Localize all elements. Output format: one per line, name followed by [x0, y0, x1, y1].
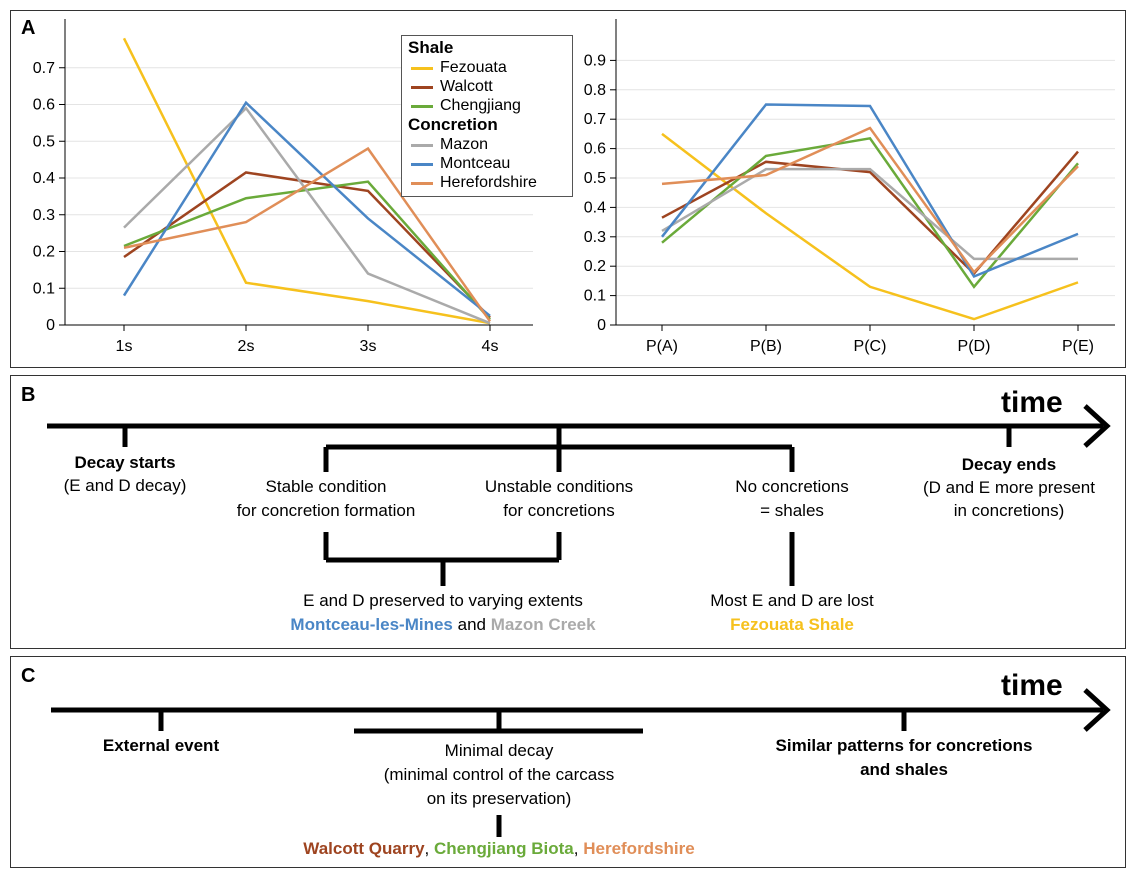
y-tick-label: 0.4 [584, 199, 606, 216]
y-tick-label: 0.3 [33, 207, 55, 224]
legend-label: Fezouata [440, 59, 507, 76]
series-line-fezouata [661, 132, 1079, 321]
site-herefordshire: Herefordshire [583, 839, 695, 858]
series-line-fezouata [122, 37, 491, 325]
legend-label: Walcott [440, 78, 493, 95]
unstable-conditions-2: for concretions [503, 501, 615, 520]
x-tick-label: P(A) [646, 338, 678, 355]
legend-swatch [411, 67, 433, 70]
y-tick-label: 0.7 [33, 60, 55, 77]
legend-swatch [411, 105, 433, 108]
y-tick-label: 0.1 [584, 288, 606, 305]
shale-sites: Walcott Quarry, Chengjiang Biota, Herefo… [303, 838, 694, 860]
timeline-c-lines [51, 688, 1111, 837]
legend-label: Chengjiang [440, 97, 521, 114]
sep-2: , [573, 839, 584, 858]
decay-ends-2: in concretions) [953, 501, 1065, 520]
y-tick-label: 0.5 [33, 133, 55, 150]
minimal-decay-1: Minimal decay [444, 741, 554, 760]
legend-label: Montceau [440, 155, 511, 172]
y-tick-label: 0.8 [584, 82, 606, 99]
legend-swatch [411, 163, 433, 166]
series-line-montceau [661, 103, 1079, 279]
series-line-mazon [661, 167, 1078, 261]
decay-ends-1: (D and E more present [923, 478, 1095, 497]
y-tick-label: 0.7 [584, 111, 606, 128]
y-tick-label: 0.6 [584, 141, 606, 158]
y-tick-label: 0.1 [33, 280, 55, 297]
decay-starts-sub: (E and D decay) [63, 476, 187, 495]
site-chengjiang: Chengjiang Biota [433, 839, 574, 858]
decay-starts: Decay starts [74, 453, 176, 472]
panel-b: B time Decay starts (E and D decay) Stab… [10, 375, 1126, 649]
stable-condition-1: Stable condition [265, 477, 387, 496]
timeline-b-lines [47, 404, 1111, 586]
y-tick-label: 0.2 [584, 258, 606, 275]
legend-label: Mazon [440, 136, 489, 153]
decay-ends: Decay ends [961, 455, 1057, 474]
series-line-montceau [122, 100, 491, 317]
series-line-herefordshire [661, 126, 1079, 275]
similar-patterns-1: Similar patterns for concretions [775, 736, 1033, 755]
site-mazon: Mazon Creek [490, 615, 596, 634]
site-walcott: Walcott Quarry [303, 839, 425, 858]
time-label-c: time [1001, 669, 1063, 702]
site-fezouata: Fezouata Shale [730, 615, 854, 634]
panel-a: A 0 0.1 0.2 0.3 0.4 0.5 0.6 0.7 1s 2s 3s 4s Shale F… [10, 10, 1126, 368]
series-line-mazon [123, 106, 491, 325]
x-tick-label: 2s [238, 338, 255, 355]
similar-patterns-2: and shales [860, 760, 948, 779]
preserved-text: E and D preserved to varying extents [303, 591, 583, 610]
legend-swatch [411, 86, 433, 89]
site-montceau: Montceau-les-Mines [290, 615, 453, 634]
time-arrowhead-c [1083, 688, 1111, 732]
x-tick-label: P(B) [750, 338, 782, 355]
stable-condition-2: for concretion formation [236, 501, 416, 520]
panel-a-label: A [21, 17, 36, 39]
y-tick-label: 0.3 [584, 229, 606, 246]
legend-swatch [411, 144, 433, 147]
chart-left: 0 0.1 0.2 0.3 0.4 0.5 0.6 0.7 1s 2s 3s 4s [33, 19, 533, 355]
x-tick-label: P(C) [854, 338, 887, 355]
external-event: External event [102, 736, 220, 755]
series-line-herefordshire [123, 146, 492, 323]
x-tick-label: P(E) [1062, 338, 1094, 355]
y-tick-label: 0.5 [584, 170, 606, 187]
and-text: and [452, 615, 491, 634]
panel-c: C time External event Minimal decay (min… [10, 656, 1126, 868]
no-concretions-1: No concretions [735, 477, 849, 496]
x-tick-label: 3s [360, 338, 377, 355]
x-tick-label: 4s [482, 338, 499, 355]
legend-swatch [411, 182, 433, 185]
minimal-decay-3: on its preservation) [426, 789, 572, 808]
y-tick-label: 0 [597, 317, 606, 334]
chart-right: 0 0.1 0.2 0.3 0.4 0.5 0.6 0.7 0.8 0.9 P(A) P(B) P(C)… [584, 19, 1115, 355]
y-tick-label: 0.6 [33, 97, 55, 114]
series-line-chengjiang [123, 180, 491, 321]
concretion-sites: Montceau-les-Mines and Mazon Creek [290, 614, 595, 636]
series-line-walcott [123, 171, 491, 319]
lost-text: Most E and D are lost [710, 591, 874, 610]
legend-label: Herefordshire [440, 174, 537, 191]
y-tick-label: 0.9 [584, 52, 606, 69]
series-line-chengjiang [661, 136, 1079, 289]
no-concretions-2: = shales [760, 501, 824, 520]
series-line-walcott [661, 150, 1079, 276]
time-label-b: time [1001, 386, 1063, 419]
legend-concretion-title: Concretion [408, 115, 498, 134]
minimal-decay-2: (minimal control of the carcass [383, 765, 615, 784]
legend: Shale Fezouata Walcott Chengjiang Concreti… [401, 35, 573, 197]
panel-b-label: B [21, 384, 36, 406]
time-arrowhead-b [1083, 404, 1111, 448]
unstable-conditions-1: Unstable conditions [484, 477, 634, 496]
legend-shale-title: Shale [408, 38, 454, 57]
y-tick-label: 0 [46, 317, 55, 334]
x-tick-label: 1s [116, 338, 133, 355]
x-tick-label: P(D) [958, 338, 991, 355]
sep-1: , [424, 839, 434, 858]
panel-c-label: C [21, 665, 36, 687]
y-tick-label: 0.2 [33, 244, 55, 261]
y-tick-label: 0.4 [33, 170, 55, 187]
